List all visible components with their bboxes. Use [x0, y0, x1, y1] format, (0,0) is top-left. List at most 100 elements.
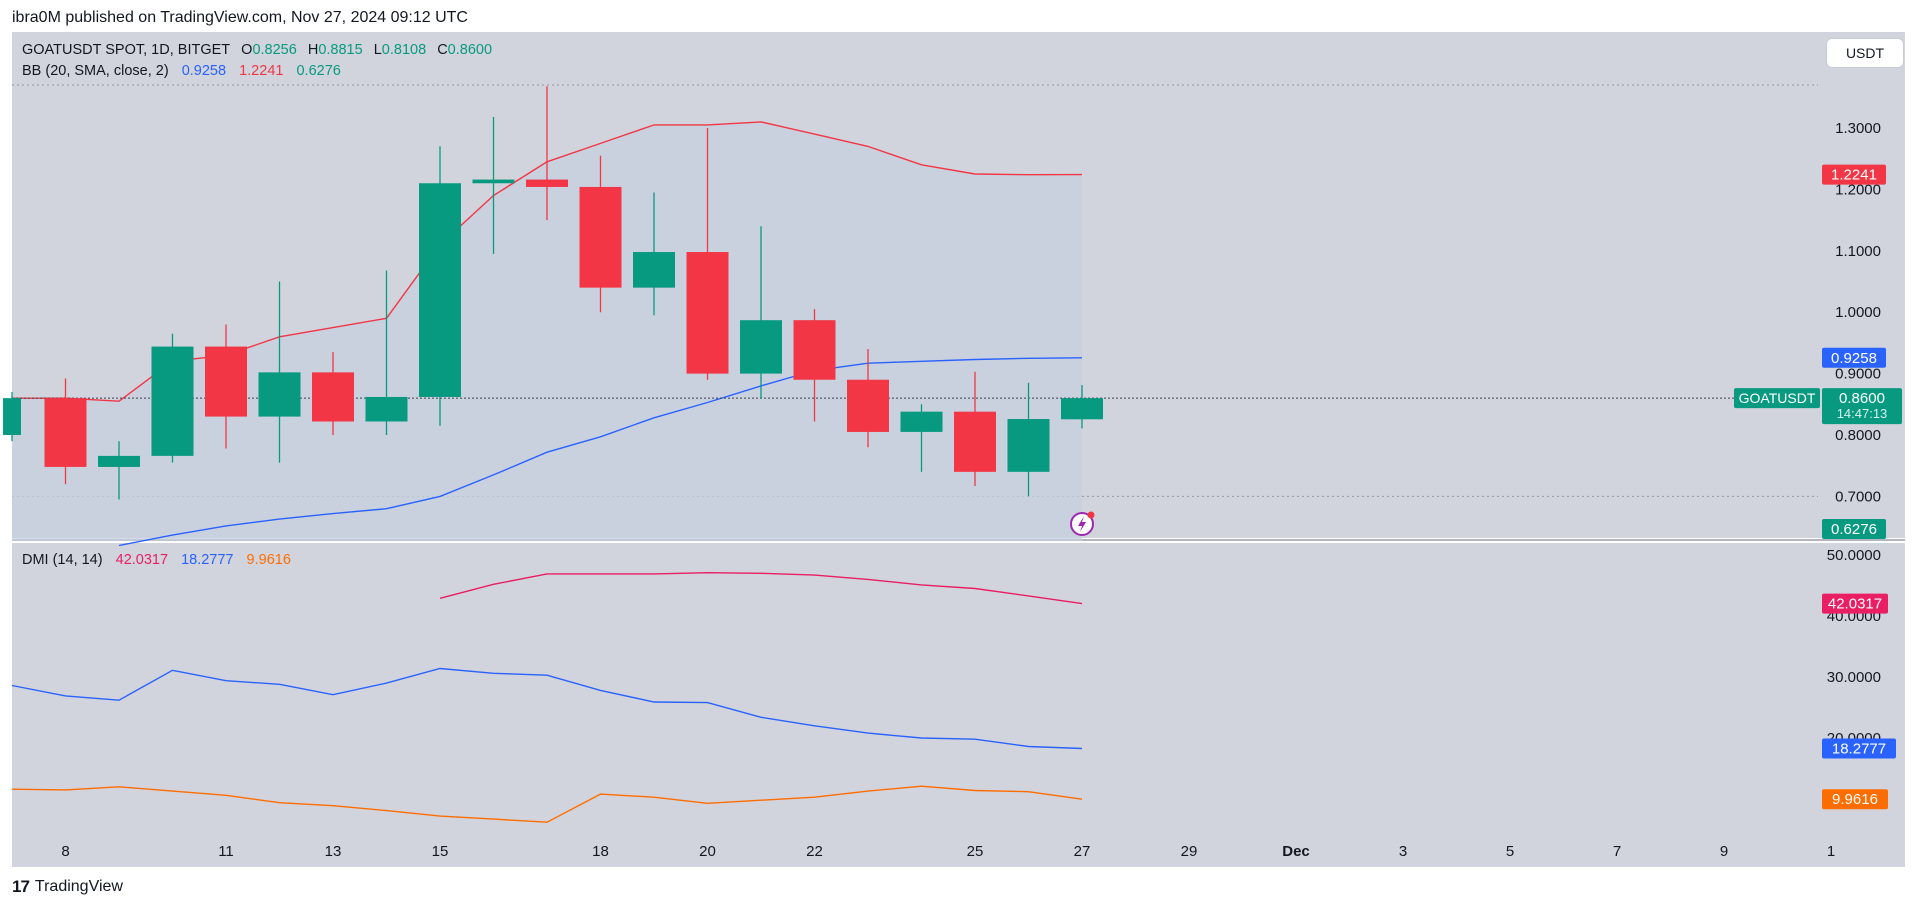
open-value: 0.8256: [252, 42, 297, 58]
flash-dot: [1087, 511, 1095, 519]
candle-body[interactable]: [1061, 398, 1103, 420]
dmi-minus-di-value: 9.9616: [246, 552, 291, 568]
countdown-label: 14:47:13: [1837, 406, 1888, 421]
x-tick-label: 1: [1827, 843, 1835, 860]
price-tick-label: 0.8000: [1835, 427, 1881, 444]
dmi-plus-di-tag-bg: [1822, 738, 1896, 759]
x-axis: 8 11 13 15 18 20 22 25 27 29 Dec 3 5 7 9 1: [61, 843, 1835, 860]
bb-label: BB (20, SMA, close, 2): [22, 63, 169, 79]
bb-basis-price-tag: 0.9258: [1831, 350, 1877, 367]
low-label: L: [373, 42, 382, 58]
price-tick-label: 1.1000: [1835, 243, 1881, 260]
last-price-tag: 0.8600: [1839, 390, 1885, 407]
x-tick-label: 27: [1074, 843, 1091, 860]
dmi-minus-di-tag: 9.9616: [1832, 791, 1878, 808]
price-axis[interactable]: 1.3000 1.2000 1.1000 1.0000 0.9000 0.8000 0.70…: [1734, 120, 1902, 539]
high-label: H: [307, 42, 319, 58]
dmi-plus-di-tag: 18.2777: [1832, 741, 1886, 758]
x-tick-label: 3: [1399, 843, 1407, 860]
main-pane: [3, 84, 1818, 547]
close-label: C: [437, 42, 448, 58]
x-tick-label: Dec: [1282, 843, 1310, 860]
x-tick-label: 29: [1181, 843, 1198, 860]
currency-button[interactable]: USDT: [1826, 38, 1904, 68]
tradingview-logo-icon: 17: [12, 877, 30, 896]
x-tick-label: 7: [1613, 843, 1621, 860]
candle-body[interactable]: [3, 398, 21, 435]
price-tick-label: 1.2000: [1835, 181, 1881, 198]
bb-upper-price-tag: 1.2241: [1831, 167, 1877, 184]
symbol-label: GOATUSDT SPOT, 1D, BITGET: [22, 42, 231, 58]
candle-body[interactable]: [1007, 419, 1050, 472]
candle-body[interactable]: [847, 379, 889, 432]
dmi-axis[interactable]: 50.000040.000030.000020.000042.031718.27…: [1822, 547, 1896, 810]
candle-body[interactable]: [793, 320, 836, 380]
bb-basis-value: 0.9258: [181, 63, 227, 79]
candle-body[interactable]: [740, 320, 782, 374]
x-tick-label: 5: [1506, 843, 1514, 860]
dmi-adx-tag: 42.0317: [1828, 596, 1882, 613]
bb-lower-value: 0.6276: [296, 63, 341, 79]
candle-body[interactable]: [900, 411, 943, 432]
dmi-tick-label: 30.0000: [1827, 669, 1881, 686]
flash-bolt: [1078, 516, 1086, 532]
dmi-adx-value: 42.0317: [115, 552, 169, 568]
candle-body[interactable]: [44, 398, 87, 467]
x-tick-label: 8: [61, 843, 69, 860]
bb-basis-price-tag-bg: [1822, 347, 1886, 368]
candle-body[interactable]: [312, 372, 354, 422]
candle-body[interactable]: [686, 252, 729, 374]
candle-body[interactable]: [472, 179, 515, 184]
price-tick-label: 1.0000: [1835, 304, 1881, 321]
bb-lower-price-tag: 0.6276: [1831, 521, 1877, 538]
symbol-legend[interactable]: GOATUSDT SPOT, 1D, BITGET O0.8256 H0.881…: [22, 42, 495, 58]
x-tick-label: 25: [967, 843, 984, 860]
tradingview-logo-text: TradingView: [34, 878, 123, 895]
bb-legend[interactable]: BB (20, SMA, close, 2) 0.9258 1.2241 0.6…: [22, 63, 344, 79]
dmi-plus-di-line: [11, 667, 1083, 750]
x-tick-label: 9: [1720, 843, 1728, 860]
flash-event-icon[interactable]: [1070, 511, 1095, 536]
x-tick-label: 22: [806, 843, 823, 860]
candle-body[interactable]: [526, 179, 568, 187]
candle-body[interactable]: [954, 411, 996, 472]
candle-body[interactable]: [579, 186, 622, 288]
x-tick-label: 11: [218, 843, 234, 860]
dmi-tick-label: 50.0000: [1827, 547, 1881, 564]
candle-body[interactable]: [365, 396, 408, 422]
dmi-minus-di-tag-bg: [1822, 789, 1888, 810]
bb-lower-price-tag-bg: [1822, 519, 1886, 539]
low-value: 0.8108: [381, 42, 427, 58]
dmi-pane-background: [12, 543, 1905, 837]
x-axis-background: [12, 837, 1905, 867]
candle-body[interactable]: [98, 455, 140, 467]
dmi-minus-di-line: [11, 785, 1083, 823]
x-tick-label: 18: [592, 843, 609, 860]
x-tick-label: 13: [325, 843, 342, 860]
candle-body[interactable]: [419, 183, 461, 397]
last-price-tag-bg: [1822, 388, 1902, 425]
candle-body[interactable]: [205, 346, 247, 417]
dmi-plus-di-value: 18.2777: [181, 552, 234, 568]
last-symbol-tag-bg: [1734, 388, 1820, 409]
dmi-label: DMI (14, 14): [22, 552, 103, 568]
dmi-adx-line: [439, 571, 1083, 605]
publisher-line: ibra0M published on TradingView.com, Nov…: [12, 9, 468, 26]
x-tick-label: 20: [699, 843, 716, 860]
bb-basis-line: [118, 357, 1083, 547]
dmi-legend[interactable]: DMI (14, 14) 42.0317 18.2777 9.9616: [22, 552, 294, 568]
close-value: 0.8600: [447, 42, 493, 58]
price-tick-label: 0.9000: [1835, 366, 1881, 383]
dmi-adx-tag-bg: [1822, 593, 1888, 614]
candle-body[interactable]: [258, 372, 301, 417]
open-label: O: [241, 42, 253, 58]
candle-body[interactable]: [151, 346, 194, 456]
dmi-pane: [11, 571, 1083, 823]
bb-upper-value: 1.2241: [239, 63, 284, 79]
tradingview-logo[interactable]: 17 TradingView: [12, 877, 123, 897]
x-tick-label: 15: [432, 843, 449, 860]
last-symbol-tag: GOATUSDT: [1739, 390, 1816, 406]
high-value: 0.8815: [318, 42, 363, 58]
candle-body[interactable]: [633, 252, 675, 288]
